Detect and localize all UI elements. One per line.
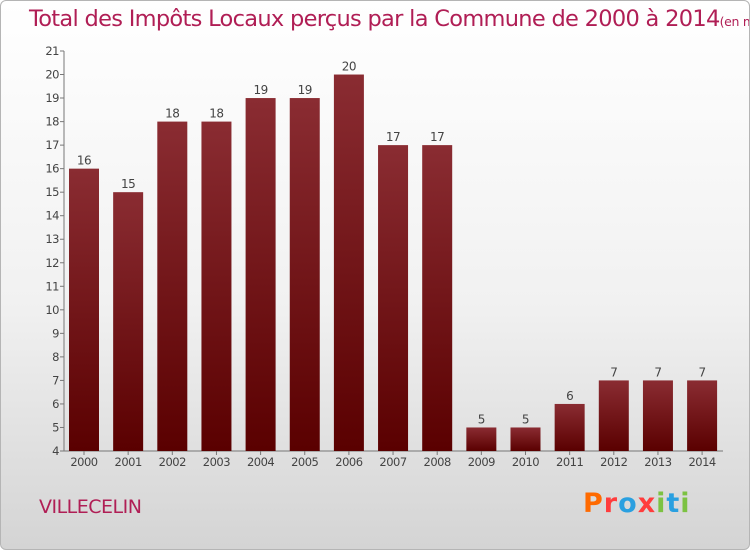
logo-letter: r — [603, 488, 619, 519]
data-label: 16 — [77, 154, 91, 168]
x-tick-label: 2014 — [688, 455, 715, 469]
bar — [69, 168, 99, 451]
data-label: 18 — [165, 107, 179, 121]
bar — [598, 380, 629, 451]
chart-title: Total des Impôts Locaux perçus par la Co… — [29, 6, 749, 32]
y-tick-label: 21 — [45, 44, 59, 58]
bar — [113, 192, 144, 452]
bar — [466, 427, 497, 451]
x-tick-label: 2003 — [203, 455, 230, 469]
logo-letter: o — [618, 488, 638, 519]
x-tick-label: 2004 — [247, 455, 274, 469]
data-label: 19 — [253, 83, 267, 97]
data-label: 19 — [298, 83, 312, 97]
bar — [642, 380, 673, 451]
data-label: 17 — [386, 130, 400, 144]
logo-letter: i — [656, 488, 667, 519]
y-tick-label: 20 — [45, 68, 59, 82]
bar — [289, 98, 320, 451]
y-tick-label: 13 — [45, 232, 59, 246]
y-tick-label: 18 — [45, 115, 59, 129]
x-tick-label: 2005 — [291, 455, 318, 469]
y-tick-label: 19 — [45, 91, 59, 105]
x-tick-label: 2008 — [424, 455, 451, 469]
logo-letter: t — [666, 488, 681, 519]
y-tick-label: 6 — [52, 397, 59, 411]
y-tick-label: 7 — [52, 373, 59, 387]
bar — [510, 427, 541, 451]
y-tick-label: 5 — [52, 420, 59, 434]
y-tick-label: 17 — [45, 138, 59, 152]
bar — [333, 74, 364, 451]
data-label: 15 — [121, 177, 135, 191]
y-tick-label: 15 — [45, 185, 59, 199]
bar — [687, 380, 718, 451]
x-tick-label: 2006 — [335, 455, 362, 469]
data-label: 5 — [522, 412, 529, 426]
bar — [378, 145, 409, 451]
data-label: 6 — [566, 389, 573, 403]
x-tick-label: 2010 — [512, 455, 539, 469]
title-unit: (en milliers d'€) — [719, 14, 749, 29]
logo-letter: i — [680, 488, 691, 519]
y-tick-label: 14 — [45, 209, 59, 223]
x-tick-label: 2007 — [379, 455, 406, 469]
proxiti-logo: Proxiti — [583, 488, 691, 519]
y-tick-label: 4 — [52, 444, 59, 458]
y-tick-label: 10 — [45, 303, 59, 317]
x-tick-label: 2000 — [70, 455, 97, 469]
data-label: 5 — [478, 412, 485, 426]
x-tick-label: 2009 — [468, 455, 495, 469]
data-label: 20 — [342, 60, 356, 74]
data-label: 18 — [209, 107, 223, 121]
bar — [201, 121, 232, 452]
logo-letter: x — [637, 488, 657, 519]
bar — [422, 145, 453, 451]
y-tick-label: 8 — [52, 350, 59, 364]
data-label: 7 — [699, 365, 706, 379]
data-label: 17 — [430, 130, 444, 144]
y-tick-label: 11 — [45, 279, 59, 293]
x-tick-label: 2002 — [159, 455, 186, 469]
x-tick-label: 2001 — [115, 455, 142, 469]
data-label: 7 — [654, 365, 661, 379]
x-tick-label: 2013 — [644, 455, 671, 469]
data-label: 7 — [610, 365, 617, 379]
title-main: Total des Impôts Locaux perçus par la Co… — [29, 6, 720, 32]
x-tick-label: 2011 — [556, 455, 583, 469]
bar — [554, 403, 585, 451]
y-tick-label: 16 — [45, 162, 59, 176]
bar — [157, 121, 188, 452]
commune-name: VILLECELIN — [39, 496, 142, 518]
y-tick-label: 9 — [52, 326, 59, 340]
logo-letter: P — [583, 488, 604, 519]
x-tick-label: 2012 — [600, 455, 627, 469]
y-tick-label: 12 — [45, 256, 59, 270]
bar — [245, 98, 276, 451]
